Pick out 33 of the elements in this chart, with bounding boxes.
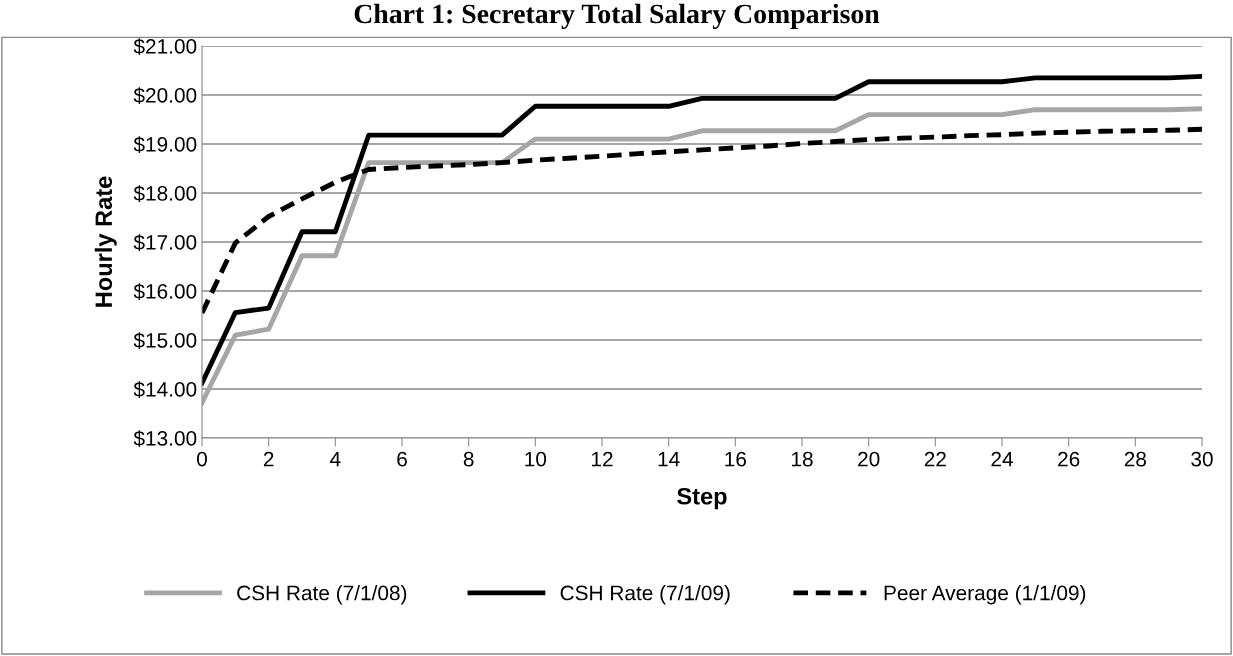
y-axis-title: Hourly Rate xyxy=(94,176,117,307)
legend-label: Peer Average (1/1/09) xyxy=(884,585,1086,605)
x-tick-label: 22 xyxy=(924,451,946,467)
line-series xyxy=(202,106,1202,406)
x-tick-label: 6 xyxy=(397,451,407,467)
y-tick-label: $17.00 xyxy=(133,234,197,251)
chart-title: Chart 1: Secretary Total Salary Comparison xyxy=(354,3,880,30)
x-tick-label: 10 xyxy=(525,451,547,467)
x-tick-label: 4 xyxy=(330,451,341,467)
x-tick-label: 20 xyxy=(858,451,880,467)
x-tick-label: 28 xyxy=(1124,451,1147,467)
y-tick-label: $20.00 xyxy=(133,87,197,104)
y-tick-label: $21.00 xyxy=(133,38,197,55)
legend-label: CSH Rate (7/1/09) xyxy=(560,585,730,605)
legend-label: CSH Rate (7/1/08) xyxy=(237,585,407,605)
y-tick-label: $19.00 xyxy=(133,136,197,153)
line-series xyxy=(202,73,1202,386)
x-tick-label: 2 xyxy=(263,451,274,467)
x-tick-label: 0 xyxy=(197,451,207,467)
y-tick-label: $18.00 xyxy=(133,185,197,202)
x-tick-label: 16 xyxy=(725,451,747,467)
x-tick-label: 14 xyxy=(658,451,680,467)
x-tick-label: 26 xyxy=(1058,451,1080,467)
x-tick-label: 8 xyxy=(463,451,474,467)
y-tick-label: $16.00 xyxy=(133,283,197,300)
x-tick-label: 18 xyxy=(792,451,813,467)
y-tick-label: $14.00 xyxy=(133,381,197,398)
y-tick-label: $13.00 xyxy=(133,430,197,447)
x-axis-title: Step xyxy=(677,487,727,510)
x-tick-label: 12 xyxy=(592,451,613,467)
x-tick-label: 24 xyxy=(991,451,1013,467)
x-tick-label: 30 xyxy=(1191,451,1213,467)
y-tick-label: $15.00 xyxy=(133,332,197,349)
